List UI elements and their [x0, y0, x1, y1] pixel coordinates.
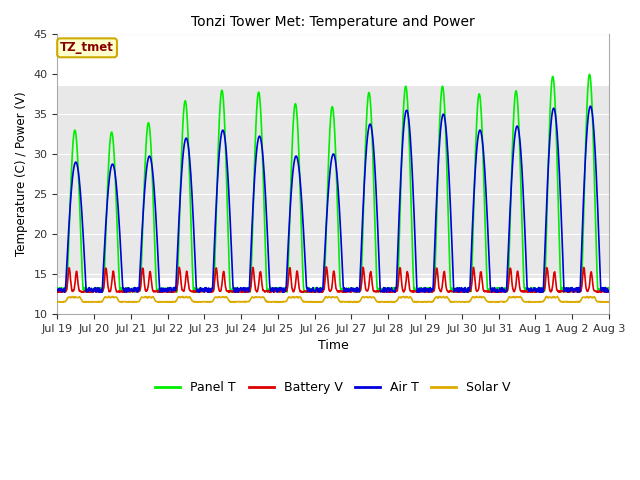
Text: TZ_tmet: TZ_tmet — [60, 41, 114, 54]
Bar — [58, 86, 609, 278]
Title: Tonzi Tower Met: Temperature and Power: Tonzi Tower Met: Temperature and Power — [191, 15, 475, 29]
Legend: Panel T, Battery V, Air T, Solar V: Panel T, Battery V, Air T, Solar V — [150, 376, 516, 399]
X-axis label: Time: Time — [317, 339, 349, 352]
Y-axis label: Temperature (C) / Power (V): Temperature (C) / Power (V) — [15, 92, 28, 256]
